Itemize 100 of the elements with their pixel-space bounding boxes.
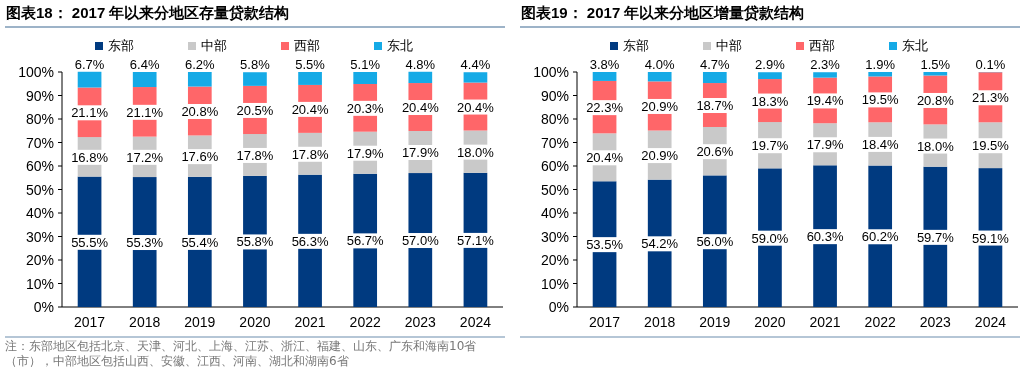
y-tick-label: 20% [540, 252, 569, 268]
data-label: 4.4% [460, 57, 491, 73]
data-label: 55.3% [126, 235, 164, 251]
data-label: 17.2% [126, 149, 164, 165]
y-tick-label: 100% [18, 64, 54, 80]
x-tick-label: 2019 [184, 314, 216, 330]
data-label: 5.1% [350, 57, 381, 72]
y-tick-label: 40% [540, 205, 569, 221]
data-label: 6.4% [129, 57, 160, 72]
data-label: 54.2% [641, 236, 679, 252]
data-label: 18.3% [751, 93, 789, 109]
y-tick-label: 30% [540, 228, 569, 245]
x-tick-label: 2021 [809, 314, 841, 330]
data-label: 56.0% [696, 234, 734, 250]
data-label: 20.4% [401, 100, 440, 116]
chart-title: 图表18： 2017 年以来分地区存量贷款结构 [6, 4, 290, 21]
bar [132, 72, 157, 88]
chart-title: 图表19： 2017 年以来分地区增量贷款结构 [521, 4, 805, 21]
data-label: 18.0% [457, 144, 495, 160]
y-tick-label: 70% [540, 134, 569, 151]
data-label: 20.4% [586, 150, 624, 166]
data-label: 59.1% [972, 230, 1010, 246]
data-label: 6.7% [74, 56, 105, 72]
y-tick-label: 0% [548, 299, 569, 315]
bar [758, 72, 782, 80]
data-label: 19.4% [806, 93, 844, 109]
data-label: 4.0% [644, 57, 675, 72]
data-label: 17.8% [291, 146, 329, 162]
bar [353, 72, 378, 84]
data-label: 19.5% [861, 92, 900, 108]
y-tick-label: 90% [540, 87, 569, 104]
data-label: 20.6% [696, 144, 734, 160]
y-tick-label: 80% [540, 111, 569, 127]
data-label: 59.0% [751, 230, 789, 246]
x-tick-label: 2022 [349, 314, 381, 330]
data-label: 20.4% [457, 99, 495, 115]
data-label: 1.5% [920, 57, 951, 72]
x-tick-label: 2020 [754, 314, 786, 330]
x-tick-label: 2024 [974, 314, 1007, 330]
data-label: 2.9% [755, 57, 786, 73]
data-label: 55.5% [71, 234, 109, 250]
data-label: 3.8% [589, 57, 620, 72]
data-label: 4.7% [699, 57, 731, 72]
data-label: 20.5% [236, 102, 274, 118]
legend-label: 东北 [387, 38, 413, 53]
data-label: 57.1% [457, 232, 495, 248]
data-label: 56.3% [291, 233, 329, 249]
data-label: 17.6% [181, 149, 219, 165]
y-tick-label: 40% [25, 205, 54, 221]
y-tick-label: 10% [540, 275, 569, 292]
data-label: 5.8% [240, 57, 271, 73]
bar [77, 71, 102, 88]
data-label: 4.8% [405, 56, 436, 72]
data-label: 21.1% [71, 105, 109, 121]
y-tick-label: 90% [25, 87, 54, 104]
y-tick-label: 60% [540, 158, 569, 174]
legend-label: 西部 [294, 38, 320, 53]
bar [592, 72, 617, 81]
bar [647, 72, 672, 82]
data-label: 60.3% [806, 229, 844, 245]
data-label: 17.9% [346, 145, 385, 161]
data-label: 59.7% [916, 229, 955, 245]
data-label: 53.5% [586, 237, 624, 253]
legend-label: 东北 [902, 38, 928, 53]
data-label: 20.4% [291, 101, 329, 117]
bar [298, 72, 322, 85]
data-label: 5.5% [295, 57, 326, 72]
data-label: 18.0% [916, 138, 955, 154]
y-tick-label: 50% [540, 181, 569, 198]
legend-label: 东部 [623, 38, 649, 53]
data-label: 55.4% [181, 234, 219, 250]
x-tick-label: 2018 [129, 314, 161, 330]
y-tick-label: 20% [25, 252, 54, 268]
data-label: 60.2% [861, 229, 900, 245]
data-label: 20.8% [181, 104, 219, 120]
legend-label: 东部 [108, 38, 134, 53]
x-tick-label: 2023 [404, 314, 437, 330]
data-label: 20.9% [641, 98, 679, 114]
data-label: 19.5% [972, 138, 1010, 154]
y-tick-label: 0% [33, 299, 54, 315]
data-label: 17.8% [236, 147, 274, 163]
text: 注：东部地区包括北京、天津、河北、上海、江苏、浙江、福建、山东、广东和海南10省（市），中部地区包括山西、安徽、江西、河南、湖北和湖南6省 [5, 339, 478, 369]
x-tick-label: 2024 [459, 314, 492, 330]
y-tick-label: 30% [25, 228, 54, 245]
bar [868, 72, 893, 77]
bar [463, 72, 488, 83]
x-tick-label: 2021 [294, 314, 326, 330]
bar [408, 71, 433, 84]
data-label: 6.2% [184, 57, 216, 72]
legend-label: 中部 [716, 38, 742, 53]
data-label: 19.7% [751, 138, 789, 154]
data-label: 17.9% [806, 137, 844, 153]
legend-label: 中部 [201, 38, 227, 53]
data-label: 20.3% [346, 100, 385, 116]
bar [243, 72, 267, 86]
x-tick-label: 2017 [73, 314, 106, 330]
x-tick-label: 2019 [699, 314, 731, 330]
x-tick-label: 2018 [644, 314, 676, 330]
x-tick-label: 2023 [919, 314, 952, 330]
bar [923, 72, 948, 76]
